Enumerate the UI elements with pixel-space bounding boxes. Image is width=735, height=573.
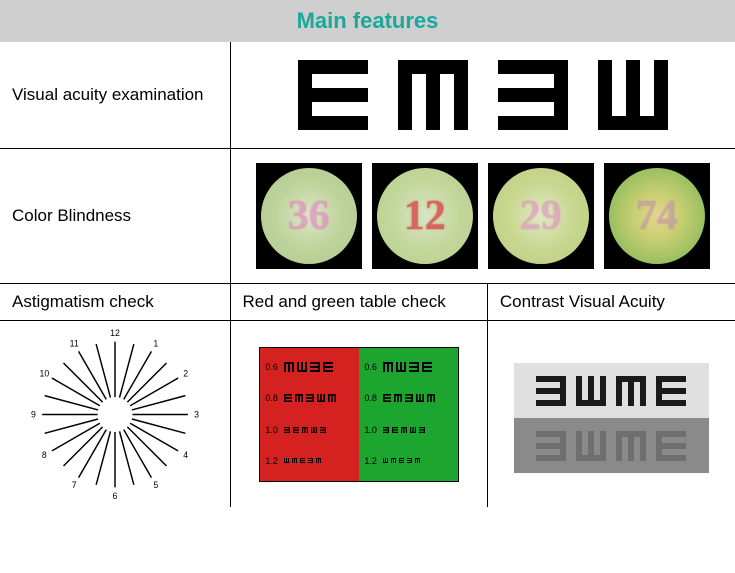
tumbling-e-icon: [498, 60, 568, 130]
label-acuity: Visual acuity examination: [0, 42, 230, 149]
svg-text:1: 1: [153, 339, 158, 349]
row-colorblind: Color Blindness 36122974: [0, 149, 735, 284]
svg-text:6: 6: [112, 491, 117, 499]
contrast-e-icon: [536, 376, 566, 406]
cell-contrast-graphic: [487, 321, 735, 508]
contrast-e-icon: [616, 431, 646, 461]
header-title: Main features: [297, 8, 439, 33]
svg-text:10: 10: [39, 369, 49, 379]
ishihara-plate: 12: [372, 163, 478, 269]
svg-text:9: 9: [31, 409, 36, 419]
contrast-e-icon: [536, 431, 566, 461]
row-bottom-labels: Astigmatism check Red and green table ch…: [0, 284, 735, 321]
contrast-e-icon: [656, 431, 686, 461]
cell-redgreen-graphic: 0.6 0.8: [230, 321, 487, 508]
label-astigmatism: Astigmatism check: [0, 284, 230, 321]
features-table: Visual acuity examination Color Blindnes…: [0, 42, 735, 507]
ishihara-plate: 74: [604, 163, 710, 269]
ishihara-plate: 29: [488, 163, 594, 269]
contrast-e-icon: [656, 376, 686, 406]
svg-text:5: 5: [153, 480, 158, 490]
svg-text:4: 4: [183, 450, 188, 460]
header-bar: Main features: [0, 0, 735, 42]
cell-astigmatism-graphic: 121234567891011: [0, 321, 230, 508]
svg-text:2: 2: [183, 369, 188, 379]
cell-acuity-graphic: [230, 42, 735, 149]
contrast-e-icon: [616, 376, 646, 406]
contrast-e-icon: [576, 431, 606, 461]
astigmatism-fan-icon: 121234567891011: [25, 329, 205, 499]
tumbling-e-icon: [398, 60, 468, 130]
red-half: 0.6 0.8: [260, 348, 359, 481]
cell-colorblind-graphic: 36122974: [230, 149, 735, 284]
ishihara-plate: 36: [256, 163, 362, 269]
green-half: 0.6 0.8: [359, 348, 458, 481]
tumbling-e-icon: [598, 60, 668, 130]
svg-text:3: 3: [194, 409, 199, 419]
svg-text:7: 7: [72, 480, 77, 490]
svg-text:12: 12: [110, 329, 120, 338]
label-redgreen: Red and green table check: [230, 284, 487, 321]
row-bottom-graphics: 121234567891011 0.6 0.8: [0, 321, 735, 508]
label-colorblind: Color Blindness: [0, 149, 230, 284]
svg-text:8: 8: [42, 450, 47, 460]
row-acuity: Visual acuity examination: [0, 42, 735, 149]
label-contrast: Contrast Visual Acuity: [487, 284, 735, 321]
svg-text:11: 11: [69, 339, 78, 349]
contrast-e-icon: [576, 376, 606, 406]
tumbling-e-icon: [298, 60, 368, 130]
